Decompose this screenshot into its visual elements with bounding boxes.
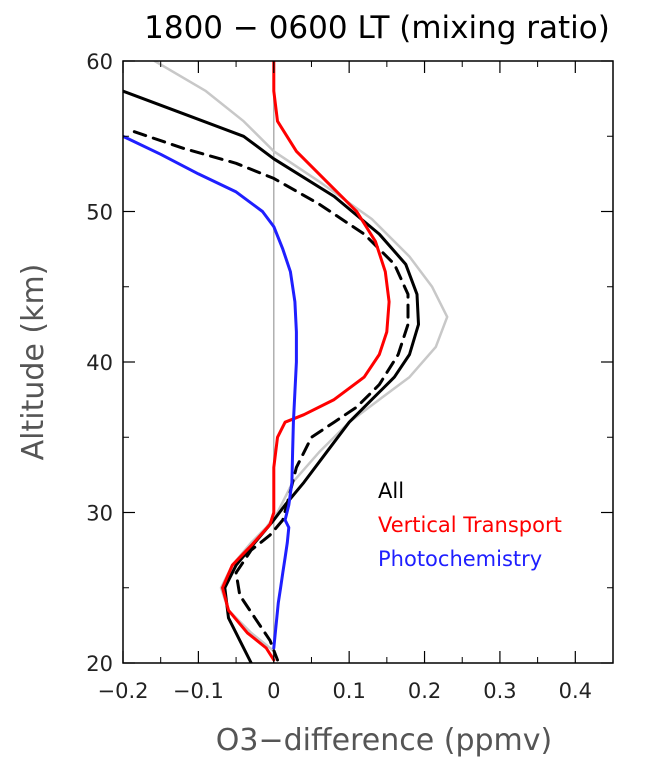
- x-tick-label: 0: [267, 679, 280, 703]
- x-tick-label: 0.2: [408, 679, 441, 703]
- x-tick-label: 0.3: [483, 679, 516, 703]
- x-tick-label: −0.1: [173, 679, 224, 703]
- y-tick-label: 50: [86, 201, 113, 225]
- x-tick-label: −0.2: [98, 679, 149, 703]
- series-line-dashed-2: [132, 130, 410, 662]
- series-line-all: [123, 89, 420, 663]
- plot-area: −0.2 −0.1 0 0.1 0.2 0.3 0.4 20 30 40 50 60: [86, 50, 614, 703]
- x-axis-label: O3−difference (ppmv): [216, 723, 552, 758]
- y-tick-label: 30: [86, 502, 113, 526]
- legend-entry-vertical-transport: Vertical Transport: [378, 513, 562, 537]
- series-line-photochemistry: [123, 134, 298, 650]
- x-tick-label: 0.1: [332, 679, 365, 703]
- y-axis-label: Altitude (km): [16, 264, 51, 461]
- y-tick-label: 20: [86, 652, 113, 676]
- legend-entry-photochemistry: Photochemistry: [378, 547, 542, 571]
- y-tick-label: 40: [86, 351, 113, 375]
- chart-title: 1800 − 0600 LT (mixing ratio): [144, 10, 610, 46]
- x-tick-label: 0.4: [559, 679, 592, 703]
- series-line-vertical-transport: [221, 61, 391, 662]
- legend: All Vertical Transport Photochemistry: [378, 479, 562, 571]
- y-tick-label: 60: [86, 50, 113, 74]
- legend-entry-all: All: [378, 479, 404, 503]
